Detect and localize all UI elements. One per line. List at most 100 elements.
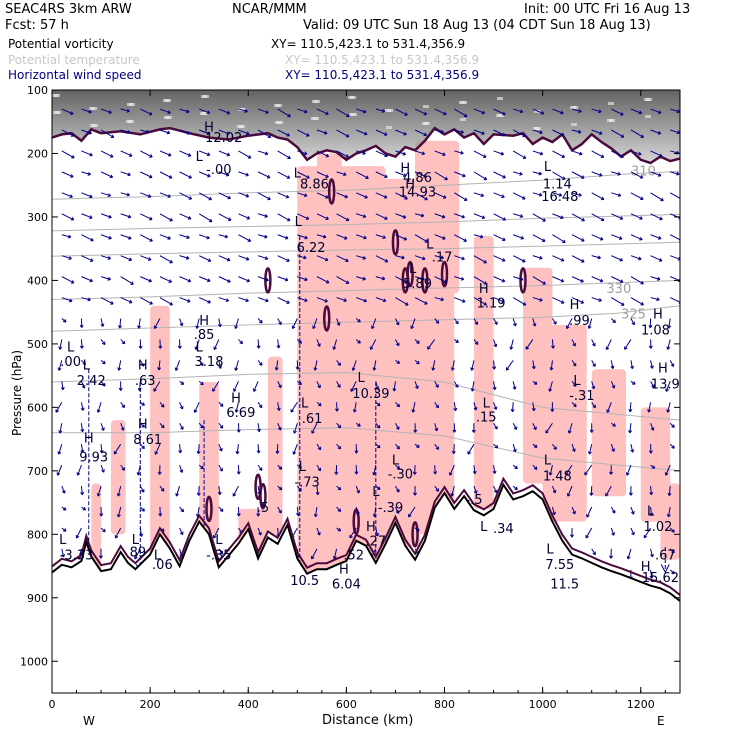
wind-vector (627, 548, 632, 560)
wind-vector (100, 464, 105, 473)
wind-vector (565, 464, 573, 476)
wind-vector (179, 234, 190, 239)
wind-vector-head (304, 109, 308, 114)
wind-vector-head (404, 280, 408, 284)
theta-contour-label: 325 (621, 308, 646, 323)
wind-vector-head (278, 509, 282, 514)
wind-vector (549, 381, 553, 392)
wind-vector (179, 171, 192, 179)
wind-vector (336, 129, 350, 138)
wind-vector-head (552, 489, 557, 494)
wind-vector (493, 339, 497, 347)
wind-vector-head (482, 154, 487, 158)
wind-vector (473, 150, 487, 158)
wind-vector-head (217, 323, 222, 328)
wind-vector (532, 192, 542, 196)
wind-vector (61, 150, 75, 159)
wind-vector (218, 234, 228, 238)
wind-vector (80, 402, 84, 411)
wind-vector (153, 318, 161, 329)
wind-vector (650, 213, 663, 220)
wind-vector (434, 485, 439, 492)
pv-contour-blob (421, 267, 429, 294)
wind-vector-head (597, 255, 601, 260)
theta-contour (52, 279, 680, 300)
wind-vector-head (234, 325, 238, 329)
wind-vector-head (141, 402, 145, 406)
wind-vector-head (440, 255, 444, 260)
wind-vector (454, 129, 464, 134)
wind-vector (512, 129, 526, 137)
wind-vector-head (611, 385, 616, 389)
extremum-label: L (647, 504, 655, 519)
wind-vector (532, 108, 545, 115)
pv-fill-region (473, 235, 494, 509)
terrain-layer (52, 476, 680, 693)
wind-vector-head (376, 486, 381, 490)
wind-vector-head (566, 493, 571, 497)
wind-vector (414, 381, 419, 389)
wind-vector (336, 402, 338, 412)
stratosphere-texture (386, 126, 392, 129)
wind-vector-head (510, 408, 515, 413)
wind-vector (198, 422, 204, 429)
wind-vector-head (435, 488, 440, 492)
wind-vector (454, 171, 466, 177)
wind-vector (394, 506, 400, 514)
wind-vector (139, 485, 145, 493)
wind-vector-head (481, 131, 485, 135)
wind-vector-head (284, 277, 289, 282)
wind-vector-head (362, 214, 367, 219)
extremum-label: -.5 (465, 493, 482, 508)
wind-vector (120, 464, 125, 471)
wind-vector (493, 422, 498, 430)
wind-vector-head (666, 346, 671, 350)
wind-vector-head (519, 214, 524, 218)
wind-vector (218, 108, 230, 115)
wind-vector (277, 234, 289, 239)
wind-vector (140, 129, 150, 133)
stratosphere-texture (351, 113, 357, 116)
wind-vector (297, 213, 309, 220)
wind-vector (525, 339, 534, 350)
wind-vector-head (611, 448, 616, 452)
wind-vector (277, 255, 290, 262)
wind-vector-head (402, 151, 406, 156)
pv-fill-region (199, 381, 219, 535)
wind-vector-head (605, 493, 609, 497)
wind-vector (316, 527, 321, 536)
pv-surface-contour (52, 476, 680, 596)
wind-vector-head (346, 113, 350, 118)
wind-vector (316, 486, 319, 495)
theta-contour (52, 427, 680, 472)
wind-vector-head (200, 362, 204, 366)
wind-vector (336, 381, 341, 388)
extremum-label: H (653, 308, 663, 323)
wind-vector (297, 297, 308, 302)
wind-vector-head (127, 214, 132, 219)
extremum-label: -.39 (378, 501, 403, 516)
wind-vector (100, 150, 114, 158)
wind-vector (588, 318, 593, 329)
wind-vector (179, 422, 184, 430)
wind-vector (336, 422, 341, 429)
extrema-label-layer: H12.02L-.00 L8.86H4.86H14.93L1.1416.48L6.… (59, 120, 680, 592)
wind-vector-head (234, 409, 239, 413)
wind-vector-head (58, 346, 63, 350)
wind-vector (505, 360, 514, 371)
wind-vector (512, 150, 527, 159)
wind-vector-head (80, 491, 85, 496)
wind-vector-head (337, 445, 342, 450)
wind-vector (81, 171, 91, 175)
wind-vector (336, 297, 347, 302)
wind-vector (238, 192, 249, 197)
wind-vector (591, 255, 601, 259)
wind-vector (257, 318, 263, 324)
wind-vector (650, 297, 660, 301)
extremum-label: L (295, 215, 303, 230)
wind-vector (140, 192, 152, 198)
pv-contour-blob (391, 229, 400, 256)
x-tick-label: 1000 (529, 698, 557, 711)
wind-vector (61, 276, 75, 284)
wind-vector-head (584, 471, 588, 476)
